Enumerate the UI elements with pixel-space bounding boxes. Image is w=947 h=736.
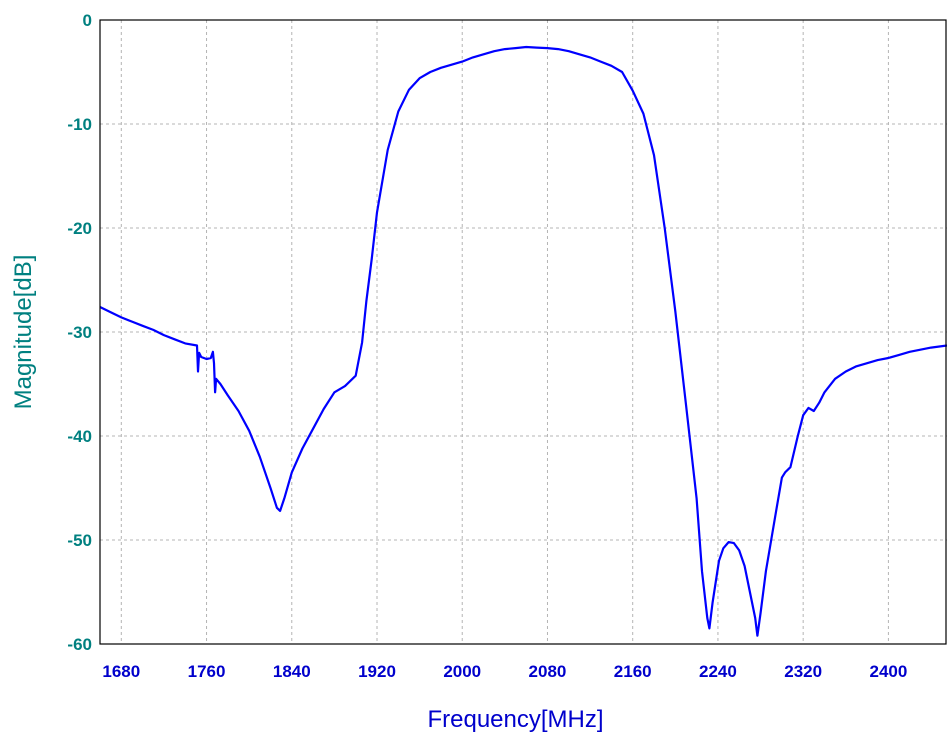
y-tick-label: -30 [67,323,92,342]
series-line [99,45,947,637]
y-tick-label: -10 [67,115,92,134]
x-tick-label: 1840 [273,662,311,681]
y-tick-label: -50 [67,531,92,550]
plot-frame [99,19,947,645]
x-tick-label: 2240 [699,662,737,681]
x-tick-label: 2080 [529,662,567,681]
x-tick-label: 1680 [102,662,140,681]
x-tick-label: 2320 [784,662,822,681]
x-tick-label: 2160 [614,662,652,681]
y-ticks: 0 -10 -20 -30 -40 -50 -60 [67,11,92,654]
x-tick-label: 2000 [443,662,481,681]
x-tick-label: 1920 [358,662,396,681]
x-tick-label: 2400 [869,662,907,681]
y-tick-label: -20 [67,219,92,238]
y-tick-label: -40 [67,427,92,446]
y-tick-label: 0 [83,11,92,30]
x-axis-label: Frequency[MHz] [427,706,603,733]
y-axis-label: Magnitude[dB] [10,255,37,410]
grid [100,20,947,644]
x-tick-label: 1760 [188,662,226,681]
x-ticks: 1680 1760 1840 1920 2000 2080 2160 2240 2320 2400 [102,662,907,681]
y-tick-label: -60 [67,635,92,654]
